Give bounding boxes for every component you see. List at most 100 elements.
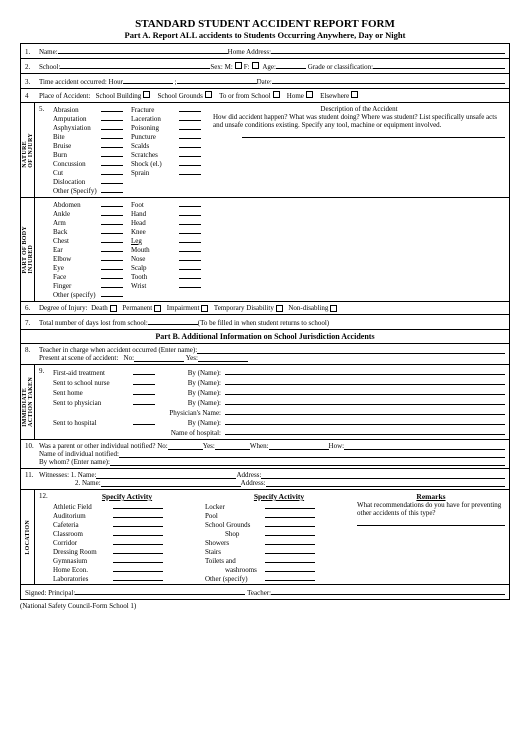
- list-item: Concussion: [53, 159, 123, 168]
- place-building-checkbox[interactable]: [143, 91, 150, 98]
- grade-field[interactable]: [373, 61, 505, 69]
- row-11: 11. Witnesses: 1. Name: Address: 2. Name…: [21, 469, 509, 490]
- place-home-checkbox[interactable]: [306, 91, 313, 98]
- section-12: LOCATION 12. Specify Activity Athletic F…: [21, 490, 509, 585]
- age-field[interactable]: [276, 61, 306, 69]
- list-item: Finger: [53, 281, 123, 290]
- hour-field[interactable]: [123, 76, 173, 84]
- location-item: Home Econ.: [53, 564, 201, 573]
- list-item: Nose: [131, 254, 201, 263]
- injury-col-1: AbrasionAmputationAsphyxiationBiteBruise…: [53, 105, 123, 195]
- list-item: Tooth: [131, 272, 201, 281]
- teacher-sig[interactable]: [271, 587, 505, 595]
- degree-checkbox[interactable]: [330, 305, 337, 312]
- title: STANDARD STUDENT ACCIDENT REPORT FORM: [20, 18, 510, 30]
- row-3: 3. Time accident occurred: Hour ; Date:: [21, 74, 509, 89]
- list-item: Dislocation: [53, 177, 123, 186]
- body-col-1: AbdomenAnkleArmBackChestEarElbowEyeFaceF…: [53, 200, 123, 299]
- signature-row: Signed: Principal: Teacher:: [21, 585, 509, 600]
- location-item: Cafeteria: [53, 519, 201, 528]
- row-2: 2. School: Sex: M: F: Age: Grade or clas…: [21, 59, 509, 74]
- section-5: NATUREOF INJURY 5. AbrasionAmputationAsp…: [21, 103, 509, 198]
- list-item: Mouth: [131, 245, 201, 254]
- location-item: Other (specify): [205, 573, 353, 582]
- list-item: Bite: [53, 132, 123, 141]
- list-item: Scratches: [131, 150, 201, 159]
- list-item: Knee: [131, 227, 201, 236]
- place-transit-checkbox[interactable]: [273, 91, 280, 98]
- list-item: Laceration: [131, 114, 201, 123]
- list-item: Abdomen: [53, 200, 123, 209]
- location-item: Pool: [205, 510, 353, 519]
- address-field[interactable]: [271, 46, 505, 54]
- list-item: Bruise: [53, 141, 123, 150]
- injury-col-2: FractureLacerationPoisoningPunctureScald…: [131, 105, 201, 195]
- location-item: Corridor: [53, 537, 201, 546]
- list-item: Burn: [53, 150, 123, 159]
- place-elsewhere-checkbox[interactable]: [351, 91, 358, 98]
- list-item: Ear: [53, 245, 123, 254]
- section-body: PART OF BODYINJURED AbdomenAnkleArmBackC…: [21, 198, 509, 302]
- location-item: Classroom: [53, 528, 201, 537]
- section-9: IMMEDIATEACTION TAKEN 9. First-aid treat…: [21, 365, 509, 440]
- form-page: STANDARD STUDENT ACCIDENT REPORT FORM Pa…: [0, 0, 530, 749]
- list-item: Other (Specify): [53, 186, 123, 195]
- location-item: Toilets and: [205, 555, 353, 564]
- days-lost-field[interactable]: [148, 317, 198, 325]
- list-item: Arm: [53, 218, 123, 227]
- list-item: Face: [53, 272, 123, 281]
- principal-sig[interactable]: [75, 587, 245, 595]
- list-item: Head: [131, 218, 201, 227]
- row-7: 7. Total number of days lost from school…: [21, 315, 509, 330]
- subtitle: Part A. Report ALL accidents to Students…: [20, 30, 510, 40]
- place-grounds-checkbox[interactable]: [205, 91, 212, 98]
- row-10: 10. Was a parent or other individual not…: [21, 440, 509, 469]
- location-item: Gymnasium: [53, 555, 201, 564]
- list-item: Puncture: [131, 132, 201, 141]
- degree-checkbox[interactable]: [154, 305, 161, 312]
- location-item: Auditorium: [53, 510, 201, 519]
- list-item: Leg: [131, 236, 201, 245]
- list-item: Hand: [131, 209, 201, 218]
- list-item: Ankle: [53, 209, 123, 218]
- body-col-2: FootHandHeadKneeLegMouthNoseScalpToothWr…: [131, 200, 201, 299]
- degree-checkbox[interactable]: [276, 305, 283, 312]
- sex-f-checkbox[interactable]: [252, 62, 259, 69]
- list-item: Amputation: [53, 114, 123, 123]
- list-item: Chest: [53, 236, 123, 245]
- list-item: Eye: [53, 263, 123, 272]
- location-item: Showers: [205, 537, 353, 546]
- location-item: Stairs: [205, 546, 353, 555]
- list-item: Other (specify): [53, 290, 123, 299]
- list-item: Poisoning: [131, 123, 201, 132]
- list-item: Shock (el.): [131, 159, 201, 168]
- location-item: Athletic Field: [53, 501, 201, 510]
- row-8: 8. Teacher in charge when accident occur…: [21, 344, 509, 365]
- date-field[interactable]: [272, 76, 505, 84]
- row-1: 1. Name: Home Address:: [21, 44, 509, 59]
- list-item: Scalp: [131, 263, 201, 272]
- list-item: Cut: [53, 168, 123, 177]
- sex-m-checkbox[interactable]: [235, 62, 242, 69]
- list-item: Abrasion: [53, 105, 123, 114]
- list-item: Fracture: [131, 105, 201, 114]
- location-item: School Grounds: [205, 519, 353, 528]
- row-6: 6. Degree of Injury: Death Permanent Imp…: [21, 302, 509, 315]
- action-label: IMMEDIATEACTION TAKEN: [22, 377, 34, 427]
- degree-checkbox[interactable]: [201, 305, 208, 312]
- degree-checkbox[interactable]: [110, 305, 117, 312]
- list-item: Asphyxiation: [53, 123, 123, 132]
- list-item: Wrist: [131, 281, 201, 290]
- description-area: Description of the Accident How did acci…: [201, 105, 505, 195]
- nature-label: NATUREOF INJURY: [22, 133, 34, 168]
- school-field[interactable]: [60, 61, 210, 69]
- location-label: LOCATION: [25, 520, 31, 555]
- row-4: 4 Place of Accident: School Building Sch…: [21, 89, 509, 103]
- list-item: Foot: [131, 200, 201, 209]
- list-item: Scalds: [131, 141, 201, 150]
- list-item: Sprain: [131, 168, 201, 177]
- location-item: Laboratories: [53, 573, 201, 582]
- footer: (National Safety Council-Form School 1): [20, 602, 510, 610]
- name-field[interactable]: [58, 46, 228, 54]
- location-item: Shop: [205, 528, 353, 537]
